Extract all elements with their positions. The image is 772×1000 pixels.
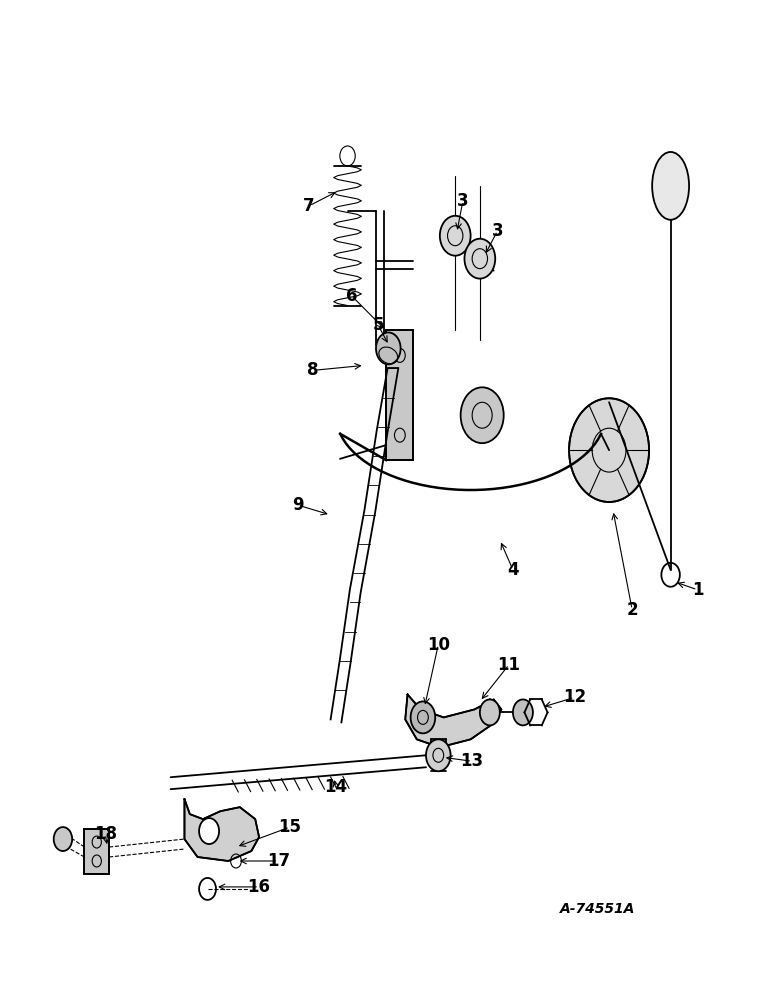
Circle shape: [513, 699, 533, 725]
Text: 3: 3: [492, 222, 503, 240]
Polygon shape: [84, 829, 109, 874]
Circle shape: [440, 216, 471, 256]
Text: 6: 6: [346, 287, 357, 305]
Text: 11: 11: [498, 656, 520, 674]
Text: 7: 7: [303, 197, 315, 215]
Text: 5: 5: [373, 316, 384, 334]
Text: 4: 4: [507, 561, 519, 579]
Text: 16: 16: [248, 878, 270, 896]
Polygon shape: [185, 799, 259, 861]
Circle shape: [465, 239, 495, 279]
Text: 2: 2: [626, 601, 638, 619]
Polygon shape: [405, 694, 501, 747]
Text: A-74551A: A-74551A: [560, 902, 635, 916]
Circle shape: [411, 701, 435, 733]
Text: 14: 14: [324, 778, 347, 796]
Text: 8: 8: [307, 361, 319, 379]
Text: 10: 10: [427, 636, 450, 654]
Circle shape: [426, 739, 451, 771]
Circle shape: [480, 699, 499, 725]
Circle shape: [199, 818, 219, 844]
Text: 3: 3: [457, 192, 469, 210]
Polygon shape: [386, 330, 413, 460]
Circle shape: [54, 827, 72, 851]
Circle shape: [376, 332, 401, 364]
Circle shape: [461, 387, 503, 443]
Ellipse shape: [652, 152, 689, 220]
Text: 12: 12: [563, 688, 586, 706]
Text: 18: 18: [93, 825, 117, 843]
Text: 9: 9: [292, 496, 303, 514]
Text: 13: 13: [461, 752, 484, 770]
Text: 1: 1: [692, 581, 703, 599]
Text: 15: 15: [279, 818, 301, 836]
Circle shape: [569, 398, 649, 502]
Text: 17: 17: [267, 852, 290, 870]
